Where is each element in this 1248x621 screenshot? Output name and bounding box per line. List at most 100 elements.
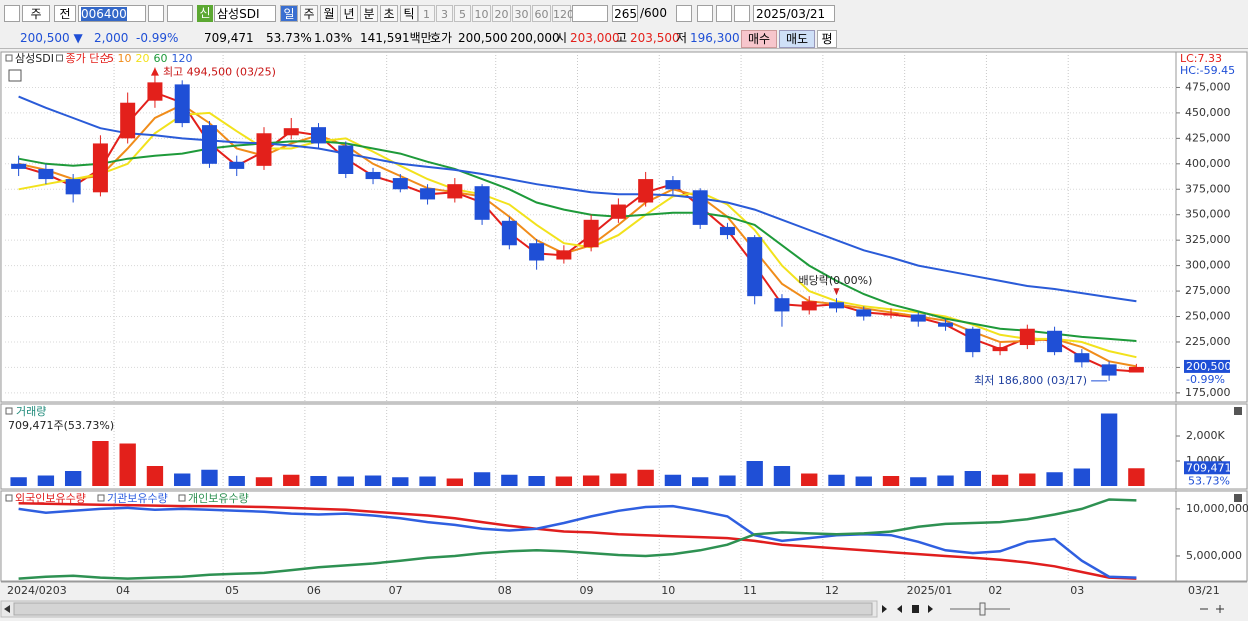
settings-icon[interactable] (734, 5, 750, 22)
save-icon[interactable] (716, 5, 732, 22)
volume-ratio: 53.73% (266, 31, 312, 45)
period-tab[interactable]: 틱 (400, 5, 418, 22)
volume-bar (419, 476, 436, 486)
volume-bar (882, 476, 900, 486)
candle-body (229, 161, 245, 169)
volume-bar (801, 473, 818, 486)
volume-bar (201, 469, 218, 486)
volume-bar (555, 476, 573, 486)
indicator-icon (8, 69, 22, 82)
period-tab[interactable]: 월 (320, 5, 338, 22)
tool-icon[interactable] (676, 5, 692, 22)
interval-button[interactable]: 1 (418, 5, 435, 22)
y-tick-label: 300,000 (1185, 259, 1231, 272)
total: /600 (640, 6, 667, 20)
eval-button[interactable]: 평 (817, 30, 837, 48)
volume-bar (746, 461, 763, 486)
low: 196,300 (690, 31, 740, 45)
volume-bar (964, 471, 981, 486)
x-tick-label: 2024/0203 (7, 584, 67, 597)
candle-body (856, 309, 872, 317)
y-tick-label: 425,000 (1185, 131, 1231, 144)
x-tick-label: 03/21 (1188, 584, 1220, 597)
x-tick-label: 02 (988, 584, 1002, 597)
candle-body (719, 226, 735, 236)
dividend-marker (833, 288, 840, 296)
name-input[interactable]: 삼성SDI (214, 5, 276, 22)
holding-line (18, 501, 1137, 580)
candle-body (938, 322, 954, 327)
sell-button[interactable]: 매도 (779, 30, 815, 48)
volume-box (1184, 461, 1230, 475)
period-tab[interactable]: 일 (280, 5, 298, 22)
interval-button[interactable]: 120 (552, 5, 574, 22)
legend-label: 개인보유수량 (188, 492, 249, 505)
candle-body (1047, 330, 1063, 353)
volume-bar (1073, 468, 1091, 486)
prev-button[interactable]: 전 (54, 5, 76, 22)
price-box (1184, 359, 1230, 373)
legend-label: 삼성SDI (15, 52, 54, 65)
candle-body (1128, 366, 1144, 373)
interval-button[interactable]: 20 (492, 5, 511, 22)
legend-label: 60 (154, 52, 168, 65)
interval-button[interactable]: 10 (472, 5, 491, 22)
sound-button[interactable] (167, 5, 193, 22)
candle-body (1074, 353, 1090, 363)
volume-bar (664, 474, 682, 486)
candle-body (311, 127, 327, 144)
dividend-annotation: 배당락(0.00%) (798, 274, 872, 287)
volume-title: 거래량 (16, 405, 46, 418)
volume-bar (174, 473, 191, 486)
volume-bar (910, 477, 927, 486)
chart-area: 2024/0203 04 05 06 07 08 09 10 11 12 2025/01 02 03 03… (0, 51, 1248, 618)
candle-body (556, 250, 572, 260)
zoom-knob (979, 602, 986, 616)
interval-button[interactable]: 60 (532, 5, 551, 22)
candle-body (201, 125, 217, 164)
scroll-control (928, 605, 933, 613)
bid: 200,500 (458, 31, 508, 45)
volume-bar (92, 441, 109, 486)
scroll-control (897, 605, 902, 613)
period-tab[interactable]: 주 (300, 5, 318, 22)
interval-button[interactable]: 5 (454, 5, 471, 22)
change-pct: -0.99% (136, 31, 179, 45)
date-input[interactable]: 2025/03/21 (753, 5, 835, 22)
blank-select[interactable] (572, 5, 608, 22)
open-label: 시 (556, 31, 568, 45)
zoom-icons (1200, 605, 1224, 613)
y-tick-label: 350,000 (1185, 208, 1231, 221)
candle-body (338, 145, 354, 174)
interval-button[interactable]: 30 (512, 5, 531, 22)
period-tab[interactable]: 초 (380, 5, 398, 22)
interval-button[interactable]: 3 (436, 5, 453, 22)
volume-bar (991, 474, 1009, 486)
period-select[interactable]: 주 (22, 5, 50, 22)
volume-bar (119, 443, 136, 486)
legend-label: 10 (118, 52, 132, 65)
y-tick-label: 175,000 (1185, 386, 1231, 399)
tool-icon[interactable] (697, 5, 713, 22)
search-button[interactable] (148, 5, 164, 22)
buy-button[interactable]: 매수 (741, 30, 777, 48)
pct-label: -0.99% (1186, 373, 1225, 386)
candle-body (65, 179, 81, 195)
candle-body (1019, 328, 1035, 346)
scrollbar-thumb (13, 602, 873, 616)
menu-icon[interactable] (4, 5, 20, 22)
volume-bar (255, 477, 273, 486)
code-input[interactable]: 006400 (78, 5, 146, 22)
legend-box (5, 494, 13, 502)
period-tab[interactable]: 년 (340, 5, 358, 22)
y-tick-label: 275,000 (1185, 284, 1231, 297)
x-tick-label: 05 (225, 584, 239, 597)
candle-body (910, 314, 926, 322)
candle-body (365, 171, 381, 180)
ma-line (18, 111, 1137, 359)
high-arrow (150, 67, 159, 76)
y-tick-label: 10,000,000 (1186, 502, 1248, 515)
count[interactable]: 265 (612, 5, 638, 22)
candle-body (828, 302, 844, 309)
period-tab[interactable]: 분 (360, 5, 378, 22)
